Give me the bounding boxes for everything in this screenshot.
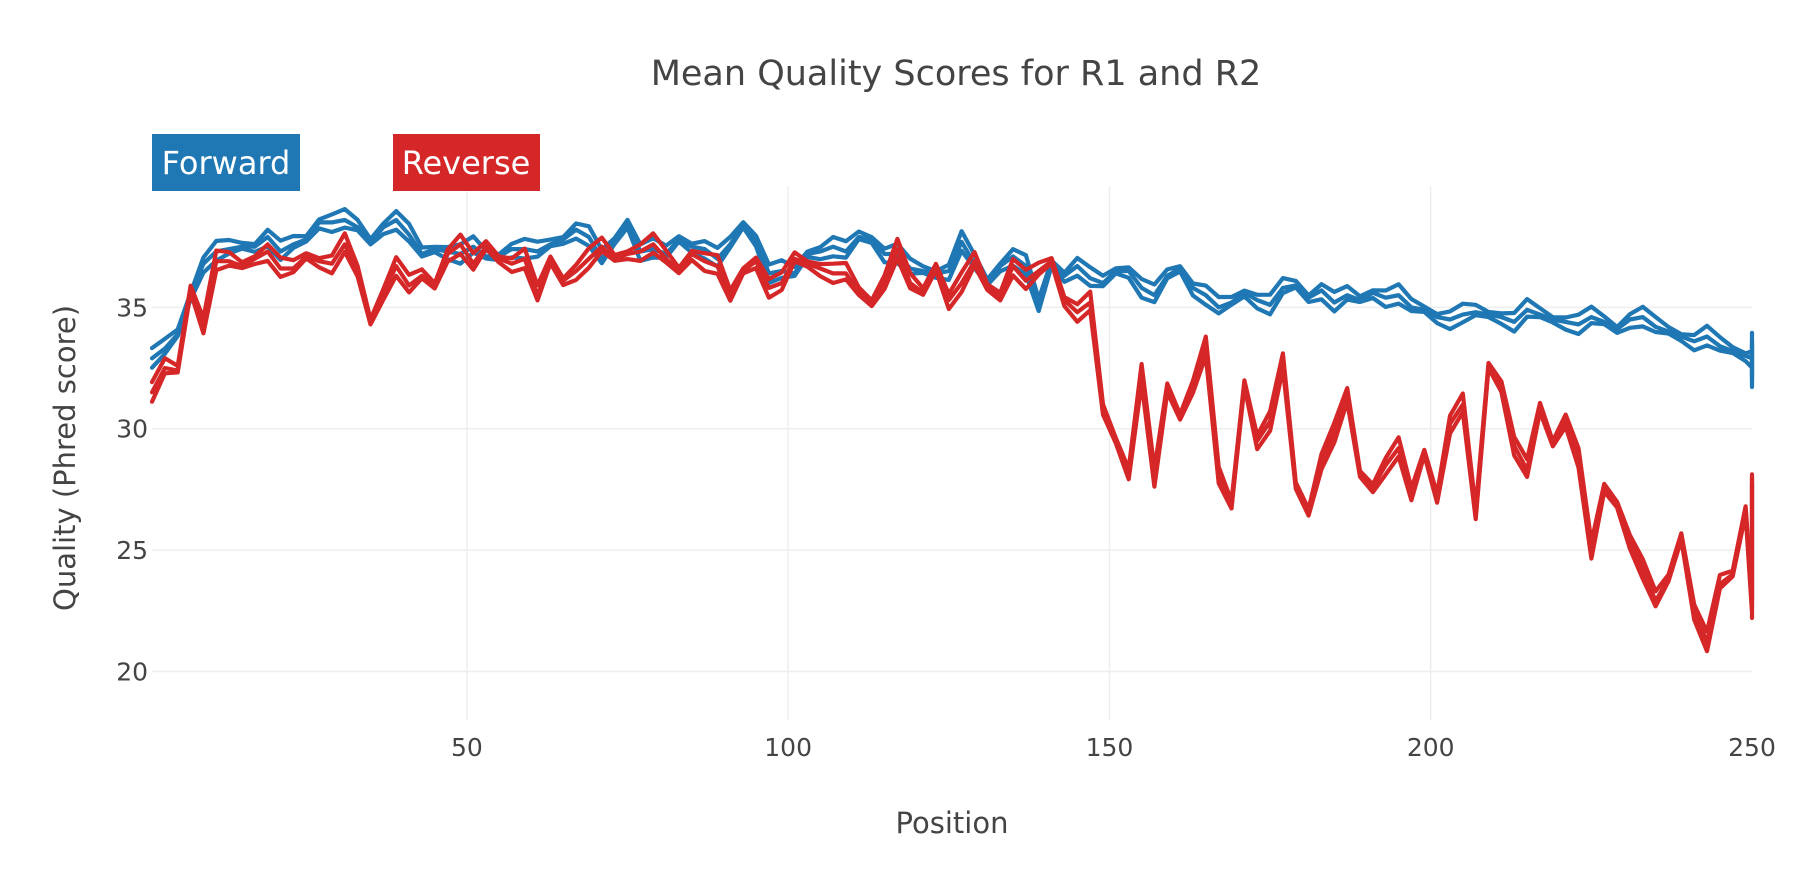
series-line-reverse-2	[149, 231, 1755, 634]
legend-label-forward: Forward	[162, 144, 291, 182]
legend-swatch-forward	[152, 134, 300, 191]
y-axis-label: Quality (Phred score)	[48, 305, 82, 611]
legend-label-reverse: Reverse	[402, 144, 531, 182]
y-tick-label: 30	[116, 415, 148, 444]
legend-swatch-reverse	[393, 134, 540, 191]
x-axis-label: Position	[896, 806, 1009, 840]
y-tick-label: 35	[116, 293, 148, 322]
legend: Forward Reverse	[152, 134, 540, 191]
x-tick-label: 250	[1728, 733, 1776, 762]
series-line-forward-1	[149, 217, 1755, 383]
legend-item-forward[interactable]: Forward	[152, 134, 300, 191]
legend-item-reverse[interactable]: Reverse	[393, 134, 540, 191]
x-tick-label: 50	[451, 733, 483, 762]
chart-title: Mean Quality Scores for R1 and R2	[651, 54, 1262, 94]
x-tick-label: 150	[1086, 733, 1134, 762]
y-tick-label: 20	[116, 657, 148, 686]
series-lines	[149, 207, 1755, 654]
series-line-forward-2	[149, 207, 1755, 379]
series-line-reverse-3	[149, 246, 1755, 654]
x-tick-label: 200	[1407, 733, 1455, 762]
y-tick-label: 25	[116, 536, 148, 565]
tick-labels: 20 25 30 35 50 100 150 200 250	[116, 293, 1776, 762]
x-tick-label: 100	[764, 733, 812, 762]
